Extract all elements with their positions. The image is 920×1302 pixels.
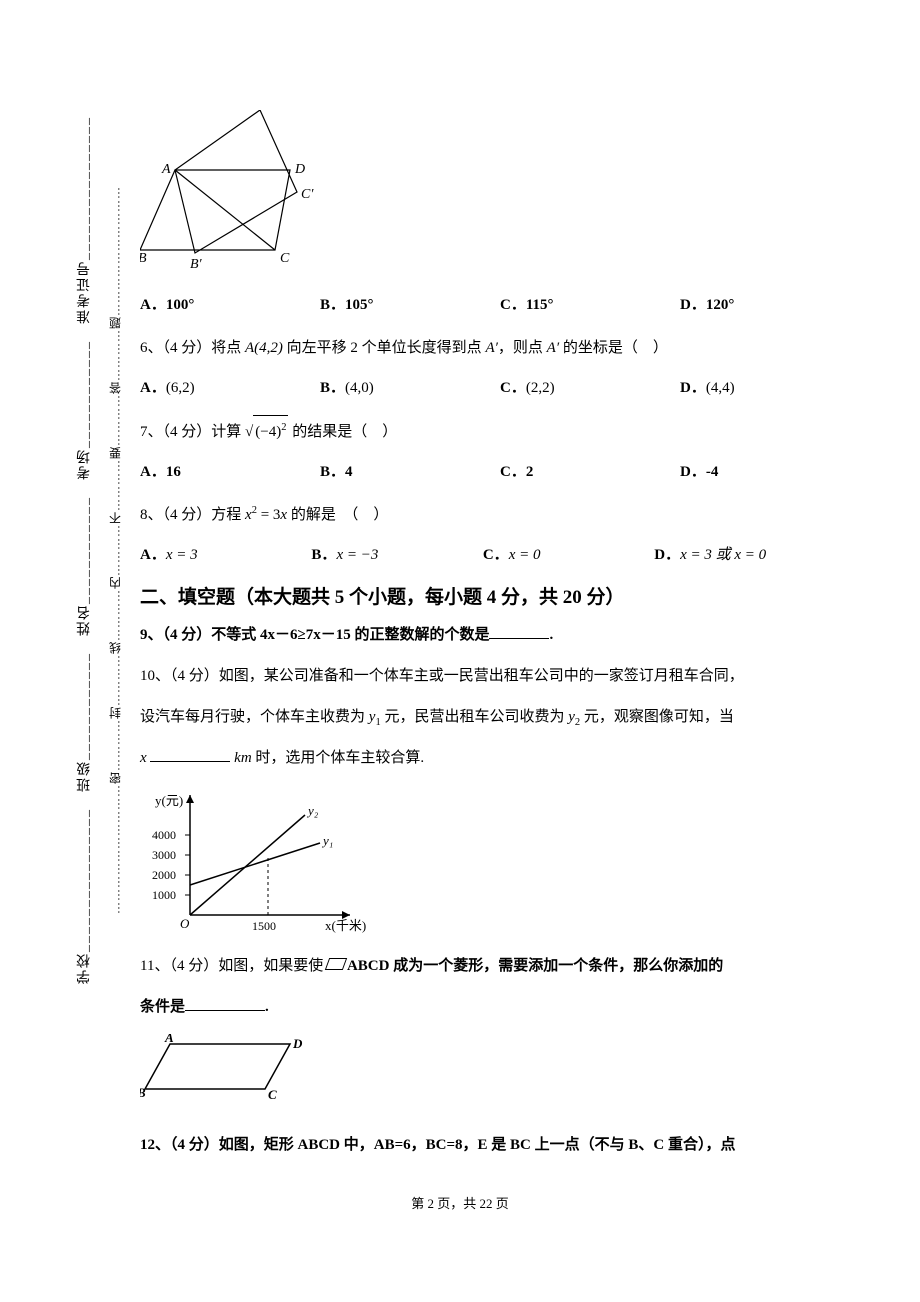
line-chart-icon: y(元) x(千米) O 1000 2000 3000 4000 1500 y₁… — [140, 785, 370, 935]
q11-line1: 11、（4 分）如图，如果要使 ABCD 成为一个菱形，需要添加一个条件，那么你… — [140, 950, 860, 983]
svg-text:1500: 1500 — [252, 919, 276, 933]
svg-text:A: A — [161, 162, 171, 177]
svg-text:1000: 1000 — [152, 888, 176, 902]
q11-line2: 条件是. — [140, 991, 860, 1024]
q5-option-a: A．100° — [140, 290, 320, 320]
q5-options: A．100° B．105° C．115° D．120° — [140, 290, 860, 320]
q7-option-a: A．16 — [140, 457, 320, 487]
page-footer: 第 2 页，共 22 页 — [0, 1193, 920, 1212]
svg-text:D: D — [294, 162, 305, 177]
q5-option-d: D．120° — [680, 290, 860, 320]
svg-text:B: B — [140, 1085, 146, 1100]
svg-text:y₁: y₁ — [321, 833, 333, 848]
q8-option-d: D．x = 3 或 x = 0 — [654, 540, 860, 570]
parallelogram-figure-icon: A D B C — [140, 1034, 320, 1104]
q9-pre: 9、（4 分）不等式 4x－6≥7x－15 的正整数解的个数是 — [140, 627, 489, 643]
svg-text:B: B — [140, 251, 147, 266]
q5-option-b: B．105° — [320, 290, 500, 320]
q7-post: 的结果是（ ） — [292, 424, 397, 440]
svg-text:D: D — [292, 1036, 303, 1051]
sidebar-text-2: …………………………密…………封…………线…………内…………不…………要…………… — [107, 186, 124, 914]
q6-option-c: C．(2,2) — [500, 373, 680, 403]
q8-option-b: B．x = −3 — [311, 540, 482, 570]
q8-post: 的解是 （ ） — [287, 507, 388, 523]
q6-ap1: A′ — [485, 340, 497, 356]
svg-text:A: A — [164, 1034, 174, 1045]
q6-mid: 向左平移 2 个单位长度得到点 — [283, 340, 486, 356]
q7-pre: 7、（4 分）计算 — [140, 424, 245, 440]
q12-text: 12、（4 分）如图，矩形 ABCD 中，AB=6，BC=8，E 是 BC 上一… — [140, 1129, 860, 1162]
parallelogram-icon — [325, 958, 347, 970]
geometry-figure-icon: D′ A D C′ B B′ C — [140, 110, 330, 270]
svg-text:y(元): y(元) — [155, 793, 183, 808]
main-content: D′ A D C′ B B′ C A．100° B．105° C．115° D．… — [140, 110, 860, 1170]
blank-q10 — [150, 747, 230, 762]
svg-text:C′: C′ — [301, 187, 314, 202]
q8-options: A．x = 3 B．x = −3 C．x = 0 D．x = 3 或 x = 0 — [140, 540, 860, 570]
q6-option-a: A．(6,2) — [140, 373, 320, 403]
section-2-title: 二、填空题（本大题共 5 个小题，每小题 4 分，共 20 分） — [140, 582, 860, 609]
q5-option-c: C．115° — [500, 290, 680, 320]
q9-post: . — [549, 627, 553, 643]
q8-text: 8、（4 分）方程 x2 = 3x 的解是 （ ） — [140, 499, 860, 532]
q6-options: A．(6,2) B．(4,0) C．(2,2) D．(4,4) — [140, 373, 860, 403]
svg-text:x(千米): x(千米) — [325, 918, 366, 933]
svg-text:3000: 3000 — [152, 848, 176, 862]
svg-text:y₂: y₂ — [306, 803, 319, 818]
q6-option-d: D．(4,4) — [680, 373, 860, 403]
q6-point: A(4,2) — [245, 340, 283, 356]
q9-text: 9、（4 分）不等式 4x－6≥7x－15 的正整数解的个数是. — [140, 619, 860, 652]
blank-q11 — [185, 996, 265, 1011]
q8-option-c: C．x = 0 — [483, 540, 654, 570]
q7-option-c: C．2 — [500, 457, 680, 487]
figure-q5: D′ A D C′ B B′ C — [140, 110, 860, 275]
q8-pre: 8、（4 分）方程 — [140, 507, 245, 523]
q6-post: 的坐标是（ ） — [559, 340, 668, 356]
sidebar-seal-line: …………………………密…………封…………线…………内…………不…………要…………… — [105, 100, 125, 1000]
q6-text: 6、（4 分）将点 A(4,2) 向左平移 2 个单位长度得到点 A′，则点 A… — [140, 332, 860, 365]
svg-text:B′: B′ — [190, 257, 203, 270]
q6-pre: 6、（4 分）将点 — [140, 340, 245, 356]
q6-option-b: B．(4,0) — [320, 373, 500, 403]
q8-option-a: A．x = 3 — [140, 540, 311, 570]
svg-text:O: O — [180, 916, 190, 931]
sqrt-icon: √(−4)2 — [245, 415, 288, 449]
svg-text:C: C — [268, 1087, 277, 1102]
q7-options: A．16 B．4 C．2 D．-4 — [140, 457, 860, 487]
sidebar-text-1: 学校________________ 班级____________ 姓名____… — [75, 116, 95, 984]
chart-q10: y(元) x(千米) O 1000 2000 3000 4000 1500 y₁… — [140, 785, 860, 940]
q7-text: 7、（4 分）计算 √(−4)2 的结果是（ ） — [140, 415, 860, 449]
q6-ap2: A′ — [547, 340, 559, 356]
figure-q11: A D B C — [140, 1034, 860, 1109]
svg-text:D′: D′ — [259, 110, 274, 112]
q10-line2: 设汽车每月行驶，个体车主收费为 y1 元，民营出租车公司收费为 y2 元，观察图… — [140, 701, 860, 734]
q7-option-b: B．4 — [320, 457, 500, 487]
q10-line3: x km 时，选用个体车主较合算. — [140, 742, 860, 775]
svg-text:2000: 2000 — [152, 868, 176, 882]
q6-mid2: ，则点 — [498, 340, 547, 356]
blank-q9 — [489, 624, 549, 639]
svg-text:4000: 4000 — [152, 828, 176, 842]
svg-text:C: C — [280, 251, 290, 266]
q7-option-d: D．-4 — [680, 457, 860, 487]
sidebar-info: 学校________________ 班级____________ 姓名____… — [70, 100, 100, 1000]
q10-line1: 10、（4 分）如图，某公司准备和一个体车主或一民营出租车公司中的一家签订月租车… — [140, 660, 860, 693]
